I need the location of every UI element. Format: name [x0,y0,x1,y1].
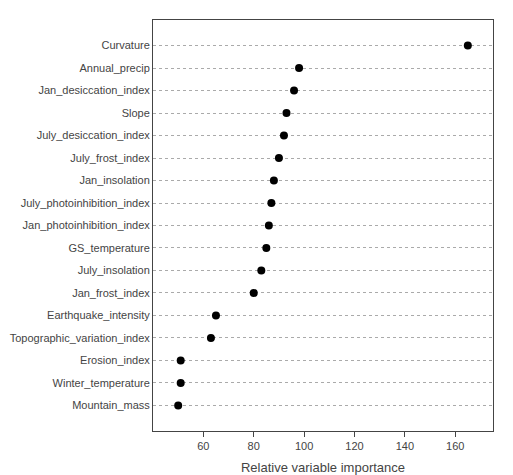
svg-text:Earthquake_intensity: Earthquake_intensity [47,309,150,321]
svg-text:July_frost_index: July_frost_index [70,152,150,164]
svg-text:Jan_insolation: Jan_insolation [79,174,149,186]
svg-text:Winter_temperature: Winter_temperature [53,377,150,389]
svg-text:Relative variable importance: Relative variable importance [241,460,405,475]
svg-text:July_photoinhibition_index: July_photoinhibition_index [21,197,151,209]
svg-text:Annual_precip: Annual_precip [79,62,149,74]
svg-text:120: 120 [345,440,363,452]
svg-text:Jan_desiccation_index: Jan_desiccation_index [38,84,150,96]
svg-text:July_desiccation_index: July_desiccation_index [37,129,151,141]
svg-text:140: 140 [396,440,414,452]
svg-text:July_insolation: July_insolation [78,264,150,276]
svg-text:Jan_photoinhibition_index: Jan_photoinhibition_index [23,219,151,231]
svg-text:Curvature: Curvature [102,39,150,51]
svg-text:GS_temperature: GS_temperature [68,242,149,254]
svg-text:Slope: Slope [122,107,150,119]
svg-text:160: 160 [446,440,464,452]
svg-text:60: 60 [197,440,209,452]
svg-text:Erosion_index: Erosion_index [80,354,150,366]
svg-text:80: 80 [248,440,260,452]
svg-text:Topographic_variation_index: Topographic_variation_index [10,332,151,344]
svg-text:100: 100 [295,440,313,452]
svg-text:Jan_frost_index: Jan_frost_index [72,287,150,299]
svg-text:Mountain_mass: Mountain_mass [72,399,150,411]
